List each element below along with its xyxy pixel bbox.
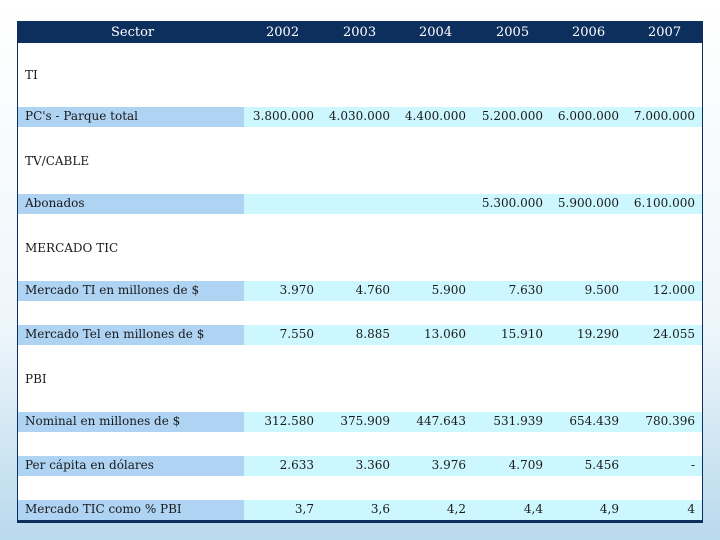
cell-value: 4.709 [508,458,543,472]
cell-value: 13.060 [424,327,466,341]
table-row: Per cápita en dólares 2.633 3.360 3.976 … [18,456,702,476]
cell-value: 4.030.000 [328,109,390,123]
cell-value: 654.439 [569,414,619,428]
section-header: TI [18,43,702,107]
cell-value: - [690,458,695,472]
cell-value: 5.200.000 [481,109,543,123]
row-label: Nominal en millones de $ [25,414,181,428]
cell-value: 312.580 [264,414,314,428]
cell-value: 375.909 [340,414,390,428]
cell-value: 3.970 [279,283,314,297]
cell-value: 7.000.000 [633,109,695,123]
cell-value: 3.360 [355,458,390,472]
header-year: 2002 [266,25,300,40]
header-year: 2003 [343,25,377,40]
table-header: Sector 2002 2003 2004 2005 2006 2007 [17,21,703,43]
table-row: PC's - Parque total 3.800.000 4.030.000 … [18,107,702,127]
header-year: 2004 [419,25,453,40]
cell-value: 5.300.000 [481,196,543,210]
section-title-mercado: MERCADO TIC [25,241,119,255]
cell-value: 4,4 [523,502,543,516]
cell-value: 3.976 [431,458,466,472]
table-row: Nominal en millones de $ 312.580 375.909… [18,412,702,432]
table-row: Mercado TI en millones de $ 3.970 4.760 … [18,281,702,301]
cell-value: 24.055 [653,327,695,341]
cell-value: 9.500 [584,283,619,297]
section-header: MERCADO TIC [18,214,702,281]
row-label: Mercado TI en millones de $ [25,283,200,297]
cell-value: 6.100.000 [633,196,695,210]
table-row: Mercado TIC como % PBI 3,7 3,6 4,2 4,4 4… [18,500,702,520]
section-header: TV/CABLE [18,127,702,194]
cell-value: 7.550 [279,327,314,341]
cell-value: 4.760 [355,283,390,297]
section-title-ti: TI [25,68,38,82]
section-title-pbi: PBI [25,372,47,386]
cell-value: 4,9 [599,502,619,516]
cell-value: 5.900.000 [557,196,619,210]
header-year: 2005 [496,25,530,40]
cell-value: 3,6 [370,502,390,516]
cell-value: 8.885 [355,327,390,341]
section-title-tv: TV/CABLE [25,154,90,168]
table-row: Mercado Tel en millones de $ 7.550 8.885… [18,325,702,345]
cell-value: 6.000.000 [557,109,619,123]
cell-value: 7.630 [508,283,543,297]
cell-value: 531.939 [493,414,543,428]
table-row: Abonados 5.300.000 5.900.000 6.100.000 [18,194,702,214]
cell-value: 5.900 [431,283,466,297]
header-sector: Sector [111,25,155,40]
cell-value: 2.633 [279,458,314,472]
cell-value: 4 [687,502,695,516]
header-year: 2006 [572,25,606,40]
row-label: Mercado TIC como % PBI [25,502,182,516]
section-header: PBI [18,345,702,412]
cell-value: 5.456 [584,458,619,472]
cell-value: 4,2 [446,502,466,516]
cell-value: 3,7 [294,502,314,516]
header-year: 2007 [648,25,682,40]
cell-value: 3.800.000 [252,109,314,123]
cell-value: 447.643 [416,414,466,428]
row-label: Per cápita en dólares [25,458,154,472]
cell-value: 15.910 [501,327,543,341]
row-label: PC's - Parque total [25,109,139,123]
row-label: Abonados [25,196,85,210]
cell-value: 780.396 [645,414,695,428]
row-label: Mercado Tel en millones de $ [25,327,205,341]
cell-value: 19.290 [577,327,619,341]
cell-value: 4.400.000 [404,109,466,123]
cell-value: 12.000 [653,283,695,297]
data-table: Sector 2002 2003 2004 2005 2006 2007 TI … [17,21,703,523]
